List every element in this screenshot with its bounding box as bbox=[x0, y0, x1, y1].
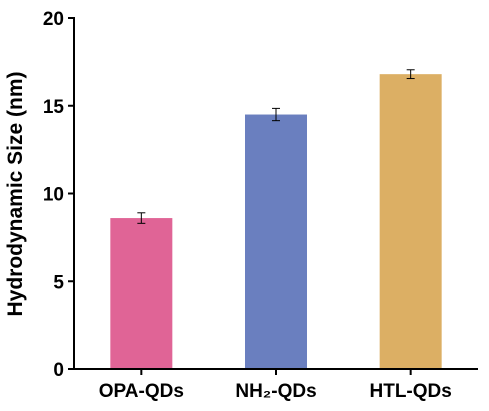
y-axis-title: Hydrodynamic Size (nm) bbox=[4, 71, 27, 316]
y-tick-label: 5 bbox=[53, 272, 64, 293]
bar-3 bbox=[379, 74, 442, 369]
y-tick-label: 0 bbox=[53, 360, 64, 381]
x-tick-label: OPA-QDs bbox=[99, 381, 184, 402]
y-tick-label: 15 bbox=[43, 97, 65, 118]
y-tick-label: 20 bbox=[43, 9, 64, 30]
bar-1 bbox=[110, 218, 173, 369]
error-bars bbox=[137, 69, 415, 224]
bar-2 bbox=[245, 114, 307, 370]
y-axis-ticks: 0 5 10 15 20 bbox=[43, 9, 74, 381]
x-axis-ticks: OPA-QDs NH₂-QDs HTL-QDs bbox=[99, 369, 452, 402]
x-tick-label: HTL-QDs bbox=[370, 381, 452, 402]
y-tick-label: 10 bbox=[43, 185, 64, 206]
x-tick-label: NH₂-QDs bbox=[235, 381, 316, 402]
bars bbox=[110, 74, 442, 370]
